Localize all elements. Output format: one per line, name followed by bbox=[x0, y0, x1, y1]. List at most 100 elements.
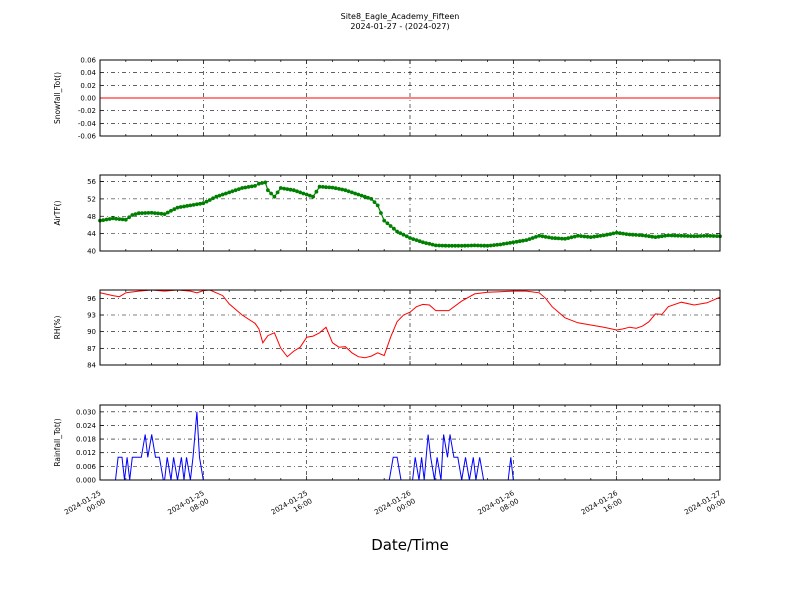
data-point bbox=[375, 203, 380, 208]
data-point bbox=[404, 234, 409, 239]
data-point bbox=[237, 187, 241, 192]
data-point bbox=[243, 185, 248, 190]
data-point bbox=[153, 211, 157, 216]
data-point bbox=[414, 238, 419, 243]
data-point bbox=[521, 238, 525, 243]
data-point bbox=[624, 232, 629, 237]
data-point bbox=[579, 234, 583, 239]
data-point bbox=[669, 233, 674, 238]
data-point bbox=[317, 184, 322, 189]
data-point bbox=[395, 229, 399, 234]
y-tick-label: 0.02 bbox=[80, 82, 96, 90]
data-point bbox=[714, 234, 719, 239]
data-point bbox=[127, 215, 131, 220]
data-point bbox=[469, 243, 474, 248]
data-point bbox=[443, 243, 448, 248]
series-markers bbox=[98, 180, 722, 248]
y-tick-label: -0.06 bbox=[78, 133, 97, 141]
data-point bbox=[530, 236, 535, 240]
data-point bbox=[285, 187, 290, 192]
data-point bbox=[608, 232, 613, 237]
data-point bbox=[550, 236, 554, 240]
data-point bbox=[634, 233, 638, 237]
data-point bbox=[540, 234, 545, 239]
data-point bbox=[640, 233, 645, 238]
data-point bbox=[433, 243, 438, 248]
data-point bbox=[614, 230, 619, 235]
data-point bbox=[547, 235, 551, 240]
data-point bbox=[114, 216, 118, 221]
data-point bbox=[498, 242, 503, 247]
data-point bbox=[350, 190, 354, 195]
data-point bbox=[505, 241, 509, 246]
data-point bbox=[233, 188, 238, 193]
y-axis-label: AirTF() bbox=[53, 200, 62, 225]
data-point bbox=[553, 236, 558, 241]
data-point bbox=[382, 218, 387, 223]
y-tick-label: 90 bbox=[87, 328, 96, 336]
data-point bbox=[182, 204, 186, 209]
chart-subtitle: 2024-01-27 - (2024-027) bbox=[350, 22, 449, 31]
data-point bbox=[650, 234, 655, 239]
data-point bbox=[220, 192, 225, 197]
data-point bbox=[372, 200, 377, 205]
data-point bbox=[392, 226, 396, 231]
data-point bbox=[472, 243, 477, 248]
x-axis-label: Date/Time bbox=[371, 536, 449, 554]
data-point bbox=[288, 187, 293, 192]
data-point bbox=[388, 224, 393, 228]
y-tick-label: 0.006 bbox=[76, 463, 97, 471]
y-tick-label: 87 bbox=[87, 345, 96, 353]
data-point bbox=[337, 187, 341, 191]
data-point bbox=[647, 234, 651, 239]
data-point bbox=[353, 191, 357, 196]
data-point bbox=[230, 189, 235, 194]
data-point bbox=[178, 205, 183, 209]
data-point bbox=[340, 187, 345, 192]
data-point bbox=[227, 190, 232, 195]
y-tick-label: 0.018 bbox=[76, 436, 96, 444]
data-point bbox=[656, 234, 661, 239]
data-point bbox=[411, 237, 416, 242]
panel-1: 0.06 0.04 0.02 0.00 -0.02 -0.04 -0.06 Snowfall_… bbox=[53, 57, 721, 141]
data-point bbox=[298, 190, 303, 195]
data-point bbox=[282, 186, 286, 191]
data-point bbox=[537, 233, 542, 238]
data-point bbox=[246, 185, 251, 189]
data-point bbox=[653, 235, 658, 240]
data-point bbox=[188, 203, 193, 208]
data-point bbox=[385, 221, 390, 226]
plot-frame bbox=[99, 59, 721, 137]
data-point bbox=[576, 233, 580, 238]
data-point bbox=[595, 234, 600, 239]
data-point bbox=[702, 234, 706, 238]
data-point bbox=[278, 186, 283, 190]
data-point bbox=[172, 207, 177, 212]
data-point bbox=[359, 193, 364, 198]
data-point bbox=[450, 243, 454, 248]
data-point bbox=[698, 234, 703, 238]
data-point bbox=[408, 236, 412, 240]
y-tick-label: 0.012 bbox=[76, 449, 96, 457]
data-point bbox=[301, 191, 306, 196]
data-point bbox=[611, 231, 616, 236]
data-point bbox=[327, 185, 332, 190]
data-point bbox=[556, 236, 561, 241]
data-point bbox=[117, 217, 122, 222]
y-tick-label: -0.04 bbox=[78, 120, 97, 128]
data-point bbox=[592, 234, 596, 239]
data-point bbox=[543, 235, 548, 239]
y-tick-label: 56 bbox=[87, 178, 96, 186]
data-point bbox=[466, 243, 470, 248]
data-point bbox=[165, 210, 170, 215]
data-point bbox=[679, 233, 684, 238]
data-point bbox=[475, 243, 480, 248]
data-point bbox=[156, 211, 161, 216]
data-point bbox=[582, 234, 587, 239]
data-point bbox=[257, 181, 261, 186]
